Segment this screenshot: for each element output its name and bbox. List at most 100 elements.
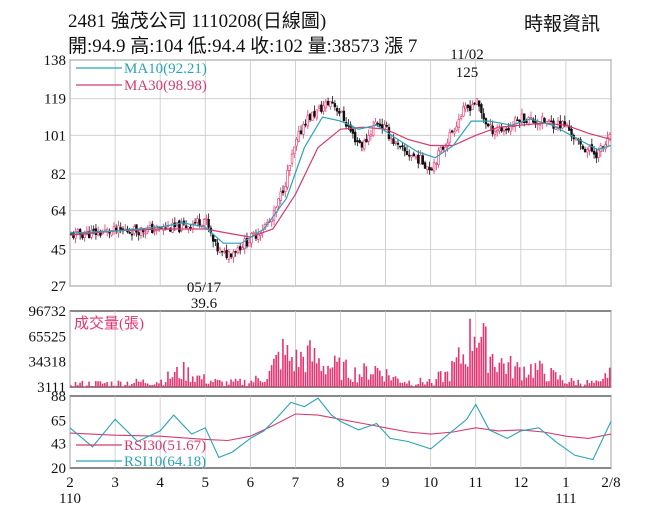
price-tick-label: 119	[44, 92, 66, 108]
volume-bar	[225, 381, 228, 387]
candle-body	[178, 220, 181, 233]
candle-body	[137, 232, 140, 236]
volume-bar	[297, 367, 300, 387]
low-date-annotation: 05/17	[187, 280, 222, 296]
volume-bar	[88, 381, 90, 387]
rsi30-legend-label: RSI30(51.67)	[124, 438, 206, 454]
volume-bar	[117, 380, 120, 387]
candle-body	[394, 141, 397, 144]
volume-bar	[329, 368, 332, 387]
price-tick-label: 27	[51, 279, 67, 295]
volume-bar	[541, 363, 543, 387]
candle-body	[396, 142, 400, 145]
candle-body	[333, 103, 337, 108]
candle-body	[306, 115, 310, 127]
candle-body	[338, 111, 341, 114]
volume-bar	[133, 382, 135, 387]
x-tick-label: 2	[66, 475, 74, 491]
x-tick-label: 6	[247, 475, 255, 491]
volume-bar	[439, 371, 442, 387]
volume-bar	[90, 386, 93, 387]
candle-body	[155, 225, 158, 231]
volume-bar	[282, 338, 284, 387]
volume-bar	[460, 363, 462, 387]
candle-body	[520, 113, 524, 124]
volume-bar	[302, 356, 305, 387]
volume-bar	[223, 386, 226, 387]
volume-bar	[557, 379, 559, 387]
volume-bar	[606, 377, 609, 387]
volume-bar	[257, 378, 259, 387]
candle-body	[430, 168, 433, 171]
candle-body	[76, 229, 80, 232]
x-tick-label: 8	[337, 475, 345, 491]
volume-bar	[525, 377, 528, 387]
volume-bar	[487, 372, 489, 387]
candle-body	[428, 167, 431, 171]
volume-bar	[162, 385, 165, 387]
candle-body	[376, 122, 379, 125]
candle-body	[297, 131, 300, 142]
volume-bar	[415, 384, 417, 387]
candle-body	[446, 142, 449, 147]
candle-body	[315, 109, 319, 119]
rsi-tick-label: 65	[51, 413, 66, 429]
volume-bar	[318, 358, 320, 387]
candle-body	[403, 147, 406, 152]
volume-bar	[219, 380, 221, 387]
volume-bar	[151, 385, 153, 387]
volume-bar	[295, 349, 298, 387]
candle-body	[144, 232, 147, 235]
volume-bar	[189, 381, 192, 387]
volume-bar	[291, 356, 293, 387]
x-tick-label: 1	[562, 475, 570, 491]
volume-bar	[187, 367, 190, 387]
candle-body	[498, 128, 501, 132]
volume-bar	[106, 382, 108, 387]
candle-body	[502, 130, 506, 132]
volume-bar	[548, 381, 550, 387]
price-tick-label: 82	[51, 167, 66, 183]
volume-bar	[108, 386, 111, 387]
rsi10-legend-label: RSI10(64.18)	[124, 454, 206, 470]
candle-body	[468, 105, 472, 111]
candle-body	[495, 129, 499, 133]
x-tick-label: 2/8	[601, 475, 620, 491]
volume-bar	[196, 375, 199, 387]
candle-body	[308, 113, 312, 121]
volume-bar	[81, 380, 84, 387]
candle-body	[329, 101, 332, 107]
volume-bar	[182, 361, 185, 387]
quote-summary: 開:94.9 高:104 低:94.4 收:102 量:38573 漲 7	[68, 36, 418, 57]
volume-bar	[342, 361, 345, 387]
candle-body	[322, 105, 325, 112]
volume-bar	[521, 380, 523, 387]
candle-body	[139, 227, 143, 236]
volume-bar	[446, 371, 449, 387]
candle-body	[437, 150, 440, 165]
candle-body	[326, 100, 330, 106]
candle-body	[189, 227, 192, 229]
volume-bar	[284, 354, 286, 387]
volume-bar	[534, 363, 537, 387]
volume-bar	[338, 357, 341, 387]
candle-body	[414, 156, 418, 159]
candle-body	[455, 126, 458, 131]
volume-bar	[471, 350, 474, 387]
volume-bar	[309, 340, 311, 387]
volume-bar	[410, 385, 413, 387]
volume-bar	[484, 326, 487, 387]
volume-bar	[101, 383, 104, 387]
candle-body	[547, 119, 551, 122]
volume-bar	[347, 377, 350, 387]
candle-body	[486, 123, 490, 127]
rsi-tick-label: 88	[51, 389, 66, 405]
x-tick-label: 12	[513, 475, 528, 491]
candle-body	[281, 190, 285, 194]
volume-bar	[379, 370, 381, 387]
volume-bar	[198, 375, 201, 387]
volume-bar	[97, 381, 99, 387]
volume-bar	[518, 367, 521, 387]
candle-body	[453, 131, 456, 134]
volume-bar	[158, 383, 160, 387]
